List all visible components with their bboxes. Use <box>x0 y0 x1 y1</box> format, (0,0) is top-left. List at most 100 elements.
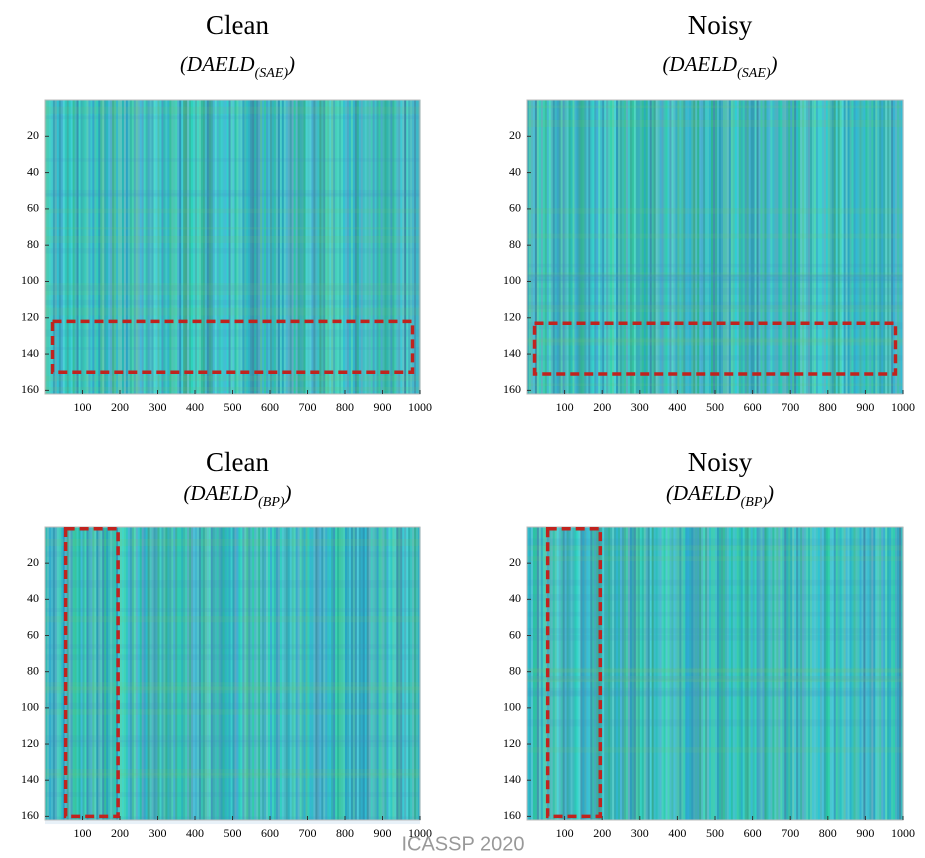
heatmap-stripe <box>770 100 773 394</box>
heatmap-stripe <box>416 527 419 820</box>
heatmap-stripe <box>554 527 558 820</box>
heatmap-stripe <box>88 100 91 394</box>
heatmap-stripe <box>335 100 338 394</box>
x-tick-label: 300 <box>631 826 649 840</box>
heatmap-stripe <box>705 527 708 820</box>
heatmap-band <box>45 115 420 120</box>
heatmap-stripe <box>590 100 593 394</box>
heatmap-stripe <box>645 100 649 394</box>
heatmap-stripe <box>86 527 90 820</box>
x-tick-label: 800 <box>819 400 837 414</box>
heatmap-stripe <box>669 100 673 394</box>
heatmap-band <box>527 274 903 277</box>
heatmap-stripe <box>788 527 791 820</box>
heatmap-stripe <box>871 100 874 394</box>
heatmap-stripe <box>616 100 619 394</box>
heatmap-stripe <box>663 527 667 820</box>
heatmap-stripe <box>216 100 220 394</box>
heatmap-stripe <box>366 100 370 394</box>
heatmap-stripe <box>177 100 180 394</box>
heatmap-stripe <box>764 527 768 820</box>
heatmap-stripe <box>234 527 238 820</box>
heatmap-stripe <box>388 100 391 394</box>
heatmap-stripe <box>705 100 708 394</box>
heatmap-stripe <box>165 100 168 394</box>
heatmap-stripe <box>580 527 584 820</box>
heatmap-stripe <box>538 100 542 394</box>
heatmap-stripe <box>348 100 352 394</box>
panel-title: Clean <box>206 447 269 477</box>
heatmap-stripe <box>364 100 368 394</box>
heatmap-band <box>45 551 420 557</box>
heatmap-band <box>45 106 420 114</box>
heatmap-stripe <box>224 527 228 820</box>
heatmap-stripe <box>54 100 58 394</box>
heatmap-stripe <box>195 527 198 820</box>
heatmap-stripe <box>149 527 153 820</box>
heatmap-texture <box>45 527 421 825</box>
y-tick-label: 100 <box>503 273 521 287</box>
subtitle-part: ) <box>766 481 774 505</box>
heatmap-stripe <box>323 100 326 394</box>
x-tick-label: 600 <box>261 826 279 840</box>
heatmap-stripe <box>806 100 809 394</box>
heatmap-stripe <box>305 100 309 394</box>
x-tick-label: 200 <box>111 826 129 840</box>
heatmap-stripe <box>715 100 718 394</box>
heatmap-stripe <box>720 527 724 820</box>
heatmap-stripe <box>594 527 597 820</box>
heatmap-stripe <box>790 100 793 394</box>
heatmap-stripe <box>305 527 309 820</box>
heatmap-stripe <box>311 100 315 394</box>
heatmap-stripe <box>285 100 289 394</box>
heatmap-stripe <box>758 100 762 394</box>
heatmap-stripe <box>74 527 78 820</box>
heatmap-stripe <box>578 100 582 394</box>
heatmap-stripe <box>665 527 669 820</box>
x-tick-label: 200 <box>111 400 129 414</box>
heatmap-stripe <box>734 527 738 820</box>
heatmap-stripe <box>610 100 613 394</box>
heatmap-stripe <box>653 100 657 394</box>
heatmap-stripe <box>372 100 376 394</box>
heatmap-stripe <box>177 527 180 820</box>
heatmap-stripe <box>762 527 766 820</box>
heatmap-stripe <box>596 100 599 394</box>
heatmap-stripe <box>782 100 785 394</box>
heatmap-band <box>527 719 903 727</box>
heatmap-band <box>527 678 903 683</box>
heatmap-stripe <box>546 100 550 394</box>
heatmap-stripe <box>58 100 62 394</box>
heatmap-stripe <box>66 527 70 820</box>
heatmap-stripe <box>889 527 892 820</box>
heatmap-stripe <box>667 100 671 394</box>
heatmap-stripe <box>193 527 196 820</box>
heatmap-stripe <box>48 527 52 820</box>
heatmap-stripe <box>625 527 629 820</box>
heatmap-stripe <box>297 527 301 820</box>
heatmap-stripe <box>212 100 216 394</box>
heatmap-stripe <box>110 100 113 394</box>
heatmap-stripe <box>165 527 168 820</box>
panel-title: Clean <box>206 10 269 40</box>
heatmap-stripe <box>639 100 643 394</box>
heatmap-stripe <box>532 100 536 394</box>
heatmap-stripe <box>181 100 184 394</box>
heatmap-band <box>527 274 903 281</box>
heatmap-stripe <box>268 527 271 820</box>
heatmap-stripe <box>374 527 378 820</box>
heatmap-stripe <box>831 100 835 394</box>
heatmap-stripe <box>881 527 884 820</box>
heatmap-stripe <box>604 100 607 394</box>
heatmap-stripe <box>313 527 316 820</box>
heatmap-stripe <box>560 527 564 820</box>
heatmap-stripe <box>562 527 566 820</box>
heatmap-stripe <box>887 100 890 394</box>
heatmap-stripe <box>406 100 409 394</box>
heatmap-stripe <box>242 527 245 820</box>
heatmap-stripe <box>191 100 194 394</box>
y-tick-label: 80 <box>27 237 39 251</box>
heatmap-band <box>527 383 903 387</box>
heatmap-stripe <box>625 100 629 394</box>
x-tick-label: 1000 <box>891 826 915 840</box>
